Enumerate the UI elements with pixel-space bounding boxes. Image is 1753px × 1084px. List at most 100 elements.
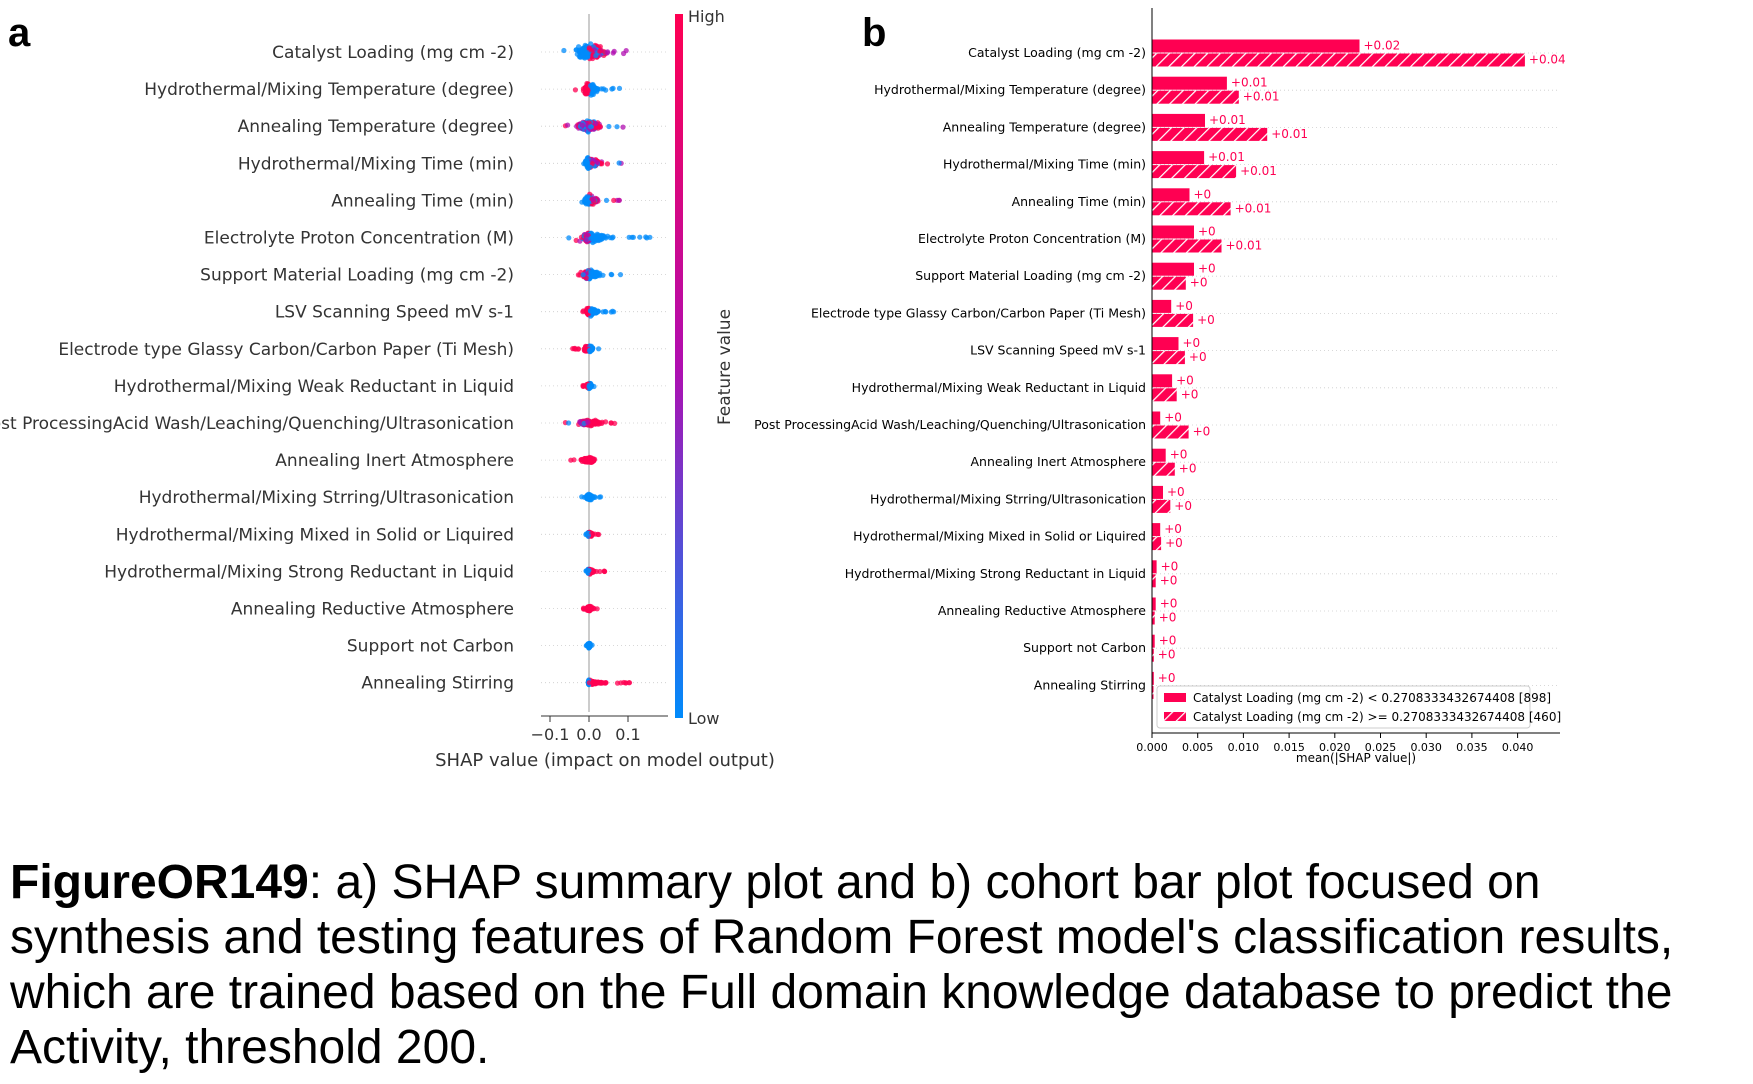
- beeswarm-point: [605, 49, 611, 55]
- bar-value-label: +0: [1164, 522, 1182, 536]
- colorbar-title: Feature value: [715, 309, 735, 425]
- bar-series-1: [1152, 337, 1179, 351]
- beeswarm-point: [566, 420, 572, 426]
- beeswarm-point: [608, 420, 614, 426]
- bar-value-label: +0: [1194, 187, 1212, 201]
- bar-series-1: [1152, 523, 1161, 537]
- feature-label: Electrode type Glassy Carbon/Carbon Pape…: [811, 305, 1146, 320]
- bar-value-labels: +0.02+0.04+0.01+0.01+0.01+0.01+0.01+0.01…: [1158, 39, 1566, 685]
- beeswarm-point: [577, 54, 584, 60]
- beeswarm-point: [588, 235, 594, 242]
- beeswarm-point: [590, 196, 596, 202]
- bar-value-label: +0.04: [1529, 53, 1566, 67]
- x-tick-label: 0.0: [576, 725, 601, 744]
- bar-value-label: +0.01: [1226, 239, 1263, 253]
- beeswarm-point: [582, 197, 589, 203]
- beeswarm-point: [626, 680, 633, 686]
- x-tick-label: 0.005: [1182, 741, 1214, 754]
- row-guides: [1152, 52, 1560, 686]
- x-tick-label: 0.010: [1228, 741, 1260, 754]
- beeswarm-point: [590, 605, 597, 611]
- bar-series-1: [1152, 634, 1155, 648]
- bar-value-label: +0: [1158, 648, 1176, 662]
- bar-series-2: [1152, 462, 1175, 476]
- x-tick-label: 0.1: [615, 725, 640, 744]
- beeswarm-point: [568, 457, 574, 463]
- bar-series-2: [1152, 127, 1268, 141]
- bar-value-label: +0: [1175, 299, 1193, 313]
- beeswarm-point: [596, 346, 602, 352]
- beeswarm-point: [586, 567, 592, 573]
- beeswarm-point: [597, 568, 603, 575]
- beeswarm-point: [610, 50, 616, 56]
- feature-label: Annealing Temperature (degree): [238, 117, 514, 137]
- bar-value-label: +0: [1160, 573, 1178, 587]
- x-axis: −0.1 0.0 0.1: [531, 715, 668, 744]
- beeswarm-point: [637, 234, 643, 240]
- beeswarm-point: [580, 272, 586, 278]
- colorbar-high-label: High: [688, 7, 725, 26]
- bar-series-1: [1152, 39, 1360, 53]
- bar-series-1: [1152, 485, 1163, 499]
- bar-series-1: [1152, 262, 1194, 276]
- beeswarm-point: [588, 308, 594, 314]
- feature-label: Hydrothermal/Mixing Strong Reductant in …: [104, 562, 514, 582]
- bar-series-2: [1152, 425, 1189, 439]
- feature-label: Annealing Time (min): [1012, 194, 1146, 209]
- bar-value-label: +0: [1160, 597, 1178, 611]
- bar-series-1: [1152, 225, 1194, 239]
- bar-series-1: [1152, 448, 1166, 462]
- beeswarm-point: [603, 309, 609, 315]
- feature-label: Hydrothermal/Mixing Time (min): [943, 157, 1146, 172]
- feature-label: Catalyst Loading (mg cm -2): [272, 43, 514, 63]
- beeswarm-point: [611, 197, 617, 203]
- feature-label: Hydrothermal/Mixing Time (min): [238, 154, 514, 174]
- bar-series-1: [1152, 76, 1227, 90]
- bar-value-label: +0: [1167, 485, 1185, 499]
- beeswarm-point: [581, 606, 587, 612]
- feature-label: Hydrothermal/Mixing Strring/Ultrasonicat…: [870, 491, 1146, 506]
- beeswarm-point: [561, 47, 567, 54]
- bar-value-label: +0: [1198, 225, 1216, 239]
- x-tick-label: 0.025: [1365, 741, 1397, 754]
- cohort-bar-plot: Catalyst Loading (mg cm -2) Hydrothermal/…: [754, 8, 1566, 765]
- feature-label: Annealing Stirring: [361, 674, 514, 694]
- bar-value-label: +0: [1164, 411, 1182, 425]
- bar-series-2: [1152, 165, 1237, 179]
- bar-value-label: +0: [1174, 499, 1192, 513]
- bar-series-1: [1152, 560, 1157, 574]
- x-tick-label: 0.040: [1502, 741, 1534, 754]
- colorbar-low-label: Low: [688, 709, 720, 728]
- beeswarm-point: [614, 124, 620, 130]
- x-axis: 0.000 0.005 0.010 0.015 0.020 0.025 0.030 0.035…: [1136, 732, 1560, 754]
- bar-series-2: [1152, 90, 1239, 104]
- beeswarm-point: [588, 41, 594, 47]
- feature-label: Annealing Inert Atmosphere: [970, 454, 1146, 469]
- beeswarm-point: [593, 120, 599, 127]
- bar-value-label: +0: [1159, 611, 1177, 625]
- bar-series-2: [1152, 313, 1194, 327]
- bar-series-1: [1152, 151, 1205, 165]
- feature-label: Support not Carbon: [347, 637, 514, 657]
- bar-value-label: +0: [1197, 313, 1215, 327]
- beeswarm-point: [592, 421, 599, 427]
- bar-series-1: [1152, 671, 1154, 685]
- x-tick-label: −0.1: [531, 725, 570, 744]
- bar-series-2: [1152, 611, 1155, 625]
- beeswarm-point: [576, 44, 582, 50]
- feature-label: Post ProcessingAcid Wash/Leaching/Quench…: [754, 417, 1146, 432]
- feature-label: LSV Scanning Speed mV s-1: [275, 303, 514, 323]
- figure-id: FigureOR149: [10, 856, 309, 909]
- bar-series-2: [1152, 537, 1162, 551]
- x-axis-label: mean(|SHAP value|): [1296, 751, 1416, 765]
- bar-value-label: +0.01: [1235, 201, 1272, 215]
- beeswarm-point: [593, 52, 599, 59]
- bar-value-label: +0: [1189, 350, 1207, 364]
- feature-label: Post ProcessingAcid Wash/Leaching/Quench…: [0, 414, 514, 434]
- beeswarm-point: [589, 458, 595, 464]
- panel-a-letter: a: [8, 11, 31, 55]
- feature-label: Hydrothermal/Mixing Mixed in Solid or Li…: [853, 529, 1146, 544]
- beeswarm-point: [583, 237, 589, 243]
- beeswarm-point: [629, 234, 635, 240]
- bar-series-2: [1152, 351, 1185, 365]
